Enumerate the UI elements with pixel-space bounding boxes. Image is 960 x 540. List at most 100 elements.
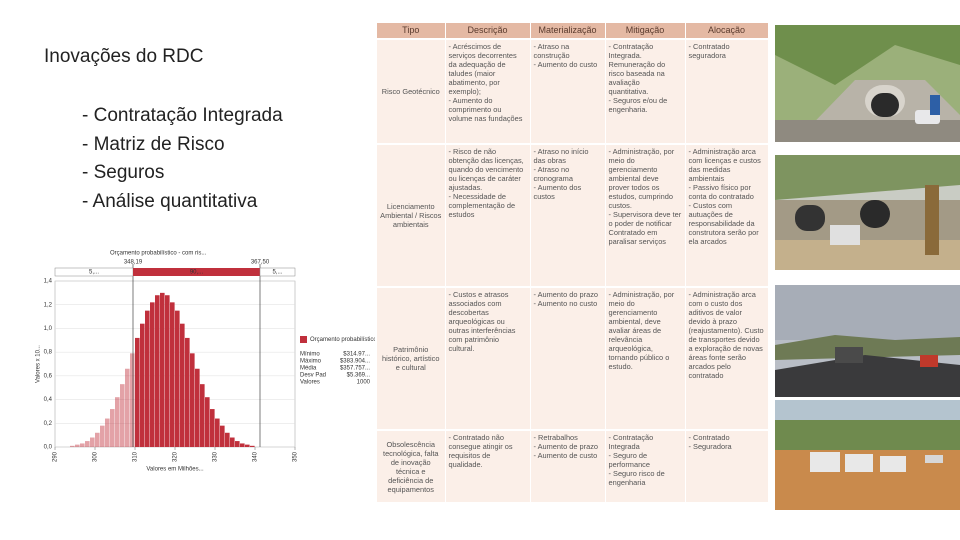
table-body: Risco Geotécnico - Acréscimos de serviços… — [377, 38, 769, 502]
photo-drawing — [775, 400, 960, 510]
stat-name: Mínimo — [300, 352, 320, 358]
slide-title: Inovações do RDC — [44, 46, 204, 67]
x-tick-label: 300 — [93, 451, 99, 462]
table-cell: - Contratado seguradora — [685, 38, 769, 144]
table-cell: - Aumento do prazo - Aumento no custo — [530, 286, 606, 430]
table-row: Licenciamento Ambiental / Riscos ambient… — [377, 143, 769, 287]
cell-line: - Atraso na construção — [533, 42, 570, 60]
stat-value: $357.757... — [340, 366, 370, 372]
stat-value: $383.904... — [340, 359, 370, 365]
histogram-bar — [120, 384, 125, 447]
cell-line: - Supervisora deve ter o poder de notifi… — [608, 210, 682, 246]
stat-name: Valores — [300, 380, 320, 386]
histogram-bar — [155, 295, 160, 447]
cell-line: - Aumento dos custos — [533, 183, 582, 201]
x-tick-label: 340 — [253, 451, 259, 462]
histogram-bar — [100, 425, 105, 447]
cell-line: - Contratado seguradora — [688, 42, 730, 60]
histogram-bar — [90, 437, 95, 447]
legend-swatch — [300, 336, 307, 343]
table-cell: Licenciamento Ambiental / Riscos ambient… — [377, 143, 446, 287]
x-tick-label: 330 — [213, 451, 219, 462]
marker-label: 348,19 — [124, 260, 143, 266]
band-center — [133, 268, 260, 276]
y-tick-label: 0,2 — [44, 421, 53, 427]
photo-trucks — [775, 400, 960, 510]
histogram-bar — [220, 425, 225, 447]
bullet-item: - Seguros — [82, 162, 165, 183]
y-tick-label: 1,4 — [44, 279, 53, 285]
band-label: 5,... — [89, 270, 99, 276]
y-tick-label: 0,0 — [44, 445, 53, 451]
cell-line: - Aumento do comprimento ou volume nas f… — [448, 96, 523, 123]
cell-line: Patrimônio histórico, artístico e cultur… — [381, 345, 440, 372]
legend-label: Orçamento probabilístico - com riscos — [310, 337, 375, 343]
column-header: Mitigação — [605, 23, 686, 39]
column-header: Materialização — [530, 23, 606, 39]
histogram-bar — [75, 444, 80, 447]
histogram-bar — [170, 302, 175, 447]
bullet-item: - Contratação Integrada — [82, 105, 283, 126]
cell-line: - Custos com autuações de responsabilida… — [688, 201, 759, 246]
table-cell: - Administração, por meio do gerenciamen… — [605, 286, 686, 430]
cell-line: - Atraso no cronograma — [533, 165, 573, 183]
stat-name: Média — [300, 366, 317, 372]
histogram-bar — [190, 353, 195, 447]
histogram-bar — [145, 310, 150, 447]
y-tick-label: 1,2 — [44, 302, 53, 308]
histogram-bar — [140, 323, 145, 447]
column-header: Descrição — [445, 23, 531, 39]
cell-line: - Acréscimos de serviços decorrentes da … — [448, 42, 517, 96]
photo-drawing — [775, 25, 960, 142]
cell-line: - Seguro de performance — [608, 451, 651, 469]
cell-line: - Administração, por meio do gerenciamen… — [608, 290, 675, 371]
cell-line: - Retrabalhos — [533, 433, 578, 442]
table-cell: - Contratado não consegue atingir os req… — [445, 429, 531, 502]
y-axis-title: Valores x 10... — [36, 345, 42, 383]
table-row: Risco Geotécnico - Acréscimos de serviços… — [377, 38, 769, 144]
histogram-bar — [205, 397, 210, 447]
cell-line: - Administração arca com o custo dos adi… — [688, 290, 764, 380]
marker-label: 367,50 — [251, 260, 270, 266]
histogram-bar — [105, 418, 110, 447]
cell-line: - Aumento de custo — [533, 451, 598, 460]
table-cell: - Contratação Integrada. Remuneração do … — [605, 38, 686, 144]
cell-line: - Aumento no custo — [533, 299, 598, 308]
table-header: Tipo Descrição Materialização Mitigação Aloc… — [377, 23, 769, 39]
table-cell: - Atraso no início das obras - Atraso no … — [530, 143, 606, 287]
table-row: Obsolescência tecnológica, falta de inov… — [377, 429, 769, 502]
histogram-bar — [150, 302, 155, 447]
histogram-bar — [240, 443, 245, 447]
histogram-bar — [70, 445, 75, 447]
photo-drawing — [775, 285, 960, 397]
y-tick-label: 0,8 — [44, 350, 53, 356]
histogram-bar — [175, 310, 180, 447]
histogram-bar — [165, 295, 170, 447]
histogram-bar — [245, 444, 250, 447]
stat-name: Desv Pad — [300, 373, 326, 379]
histogram-bar — [185, 337, 190, 447]
cell-line: - Contratação Integrada — [608, 433, 654, 451]
histogram: Orçamento probabilístico - com ris... 0,0… — [36, 251, 375, 473]
bullet-item: - Análise quantitativa — [82, 190, 258, 212]
band-right — [259, 267, 296, 277]
table-cell: Risco Geotécnico — [377, 38, 446, 144]
table-cell: - Administração arca com licenças e cust… — [685, 143, 769, 287]
cell-line: - Seguradora — [688, 442, 732, 451]
y-tick-label: 0,4 — [44, 397, 53, 403]
x-axis-title: Valores em Milhões... — [146, 467, 204, 473]
cell-line: - Seguro risco de engenharia — [608, 469, 665, 487]
cell-line: - Seguros e/ou de engenharia. — [608, 96, 668, 114]
column-header: Tipo — [377, 23, 446, 39]
x-tick-label: 290 — [53, 451, 59, 462]
cell-line: - Administração arca com licenças e cust… — [688, 147, 761, 183]
cell-line: - Passivo físico por conta do contratado — [688, 183, 754, 201]
stat-name: Máximo — [300, 359, 322, 365]
cell-line: - Custos e atrasos associados com descob… — [448, 290, 516, 353]
x-tick-label: 310 — [133, 451, 139, 462]
cell-line: Risco Geotécnico — [381, 87, 440, 96]
table-cell: - Administração arca com o custo dos adi… — [685, 286, 769, 430]
histogram-bar — [195, 368, 200, 447]
column-header: Alocação — [685, 23, 769, 39]
